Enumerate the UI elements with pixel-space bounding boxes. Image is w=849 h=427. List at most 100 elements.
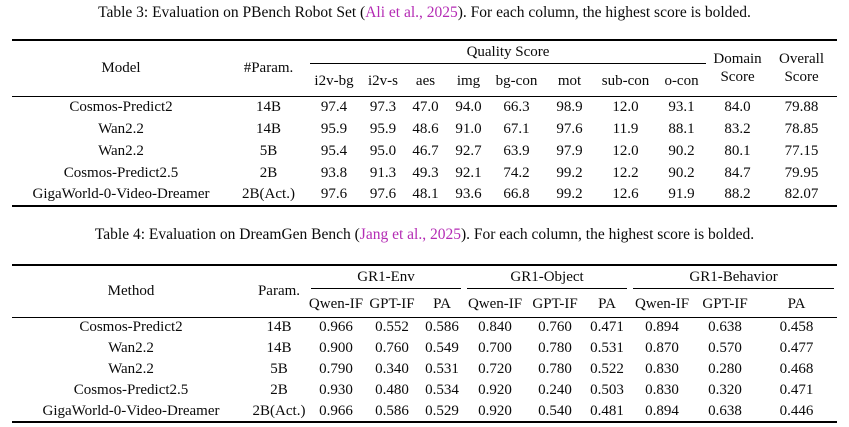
- score-cell: 92.1: [455, 164, 482, 181]
- score-cell: 0.966: [308, 316, 364, 338]
- param-cell: 2B: [270, 382, 288, 398]
- table3-caption: Table 3: Evaluation on PBench Robot Set …: [0, 4, 849, 22]
- score-cell: 12.0: [597, 95, 654, 118]
- param-cell: 5B: [270, 361, 288, 377]
- group-header-quality-score: Quality Score: [307, 40, 709, 68]
- score-cell: 0.894: [645, 402, 679, 419]
- header-line: Score: [784, 69, 819, 86]
- caption-text: Table 3: Evaluation on PBench Robot Set …: [98, 4, 366, 21]
- table-row: GigaWorld-0-Video-Dreamer 2B(Act.) 0.966…: [12, 401, 837, 422]
- score-cell: 0.930: [319, 382, 353, 398]
- score-cell: 99.2: [556, 164, 583, 181]
- col-header-gpt-if: GPT-IF: [369, 295, 415, 312]
- model-cell: Cosmos-Predict2: [12, 95, 230, 118]
- score-cell: 92.7: [455, 142, 482, 159]
- score-cell: 97.9: [556, 142, 583, 159]
- score-cell: 0.920: [478, 382, 512, 398]
- score-cell: 0.522: [590, 361, 624, 377]
- score-cell: 66.8: [503, 186, 530, 202]
- table-row: Cosmos-Predict2.5 2B 93.8 91.3 49.3 92.1…: [12, 162, 837, 184]
- col-header-gpt-if: GPT-IF: [532, 295, 578, 312]
- score-cell: 12.0: [612, 142, 639, 159]
- col-header-mot: mot: [557, 73, 582, 90]
- citation-link-ali-2025[interactable]: Ali et al., 2025: [365, 4, 458, 21]
- header-row: Method Param. GR1-Env GR1-Object GR1-Beh…: [12, 265, 837, 298]
- score-cell: 0.540: [538, 402, 572, 419]
- col-header-param: #Param.: [243, 59, 294, 76]
- score-cell: 79.95: [784, 164, 819, 181]
- table-row: Wan2.2 5B 0.790 0.340 0.531 0.720 0.780 …: [12, 359, 837, 380]
- score-cell: 79.88: [766, 95, 838, 118]
- score-cell: 78.85: [784, 120, 819, 137]
- model-cell: GigaWorld-0-Video-Dreamer: [32, 186, 210, 202]
- param-cell: 14B: [266, 340, 292, 356]
- score-cell: 95.4: [320, 142, 348, 159]
- score-cell: 88.2: [724, 186, 751, 202]
- score-cell: 11.9: [612, 120, 639, 137]
- model-cell: Wan2.2: [108, 361, 154, 377]
- param-cell: 2B(Act.): [242, 186, 295, 202]
- score-cell: 0.700: [478, 340, 512, 356]
- score-cell: 0.534: [425, 382, 459, 398]
- score-cell: 97.4: [307, 95, 361, 118]
- score-cell: 0.552: [364, 316, 420, 338]
- table4-caption: Table 4: Evaluation on DreamGen Bench (J…: [0, 226, 849, 244]
- score-cell: 0.780: [538, 340, 572, 356]
- model-cell: Cosmos-Predict2.5: [73, 382, 189, 398]
- table-row: Cosmos-Predict2.5 2B 0.930 0.480 0.534 0…: [12, 380, 837, 401]
- score-cell: 0.830: [645, 382, 679, 398]
- score-cell: 48.1: [412, 186, 439, 202]
- score-cell: 90.2: [668, 164, 695, 181]
- group-header-label: GR1-Env: [311, 269, 462, 289]
- score-cell: 0.458: [756, 316, 838, 338]
- score-cell: 74.2: [503, 164, 530, 181]
- group-header-label: GR1-Behavior: [633, 269, 835, 289]
- caption-text: ). For each column, the highest score is…: [457, 4, 751, 21]
- col-header-pa: PA: [598, 295, 616, 312]
- score-cell: 77.15: [784, 142, 819, 159]
- col-header-qwen-if: Qwen-IF: [634, 295, 690, 312]
- col-header-model: Model: [101, 59, 141, 76]
- score-cell: 90.2: [668, 142, 695, 159]
- score-cell: 82.07: [784, 186, 819, 202]
- header-row: Model #Param. Quality Score Domain Score …: [12, 40, 837, 86]
- col-header-pa: PA: [433, 295, 451, 312]
- col-header-gpt-if: GPT-IF: [702, 295, 748, 312]
- group-header-gr1-behavior: GR1-Behavior: [630, 265, 837, 292]
- score-cell: 95.9: [320, 120, 348, 137]
- col-header-i2v-s: i2v-s: [368, 73, 398, 90]
- caption-text: Table 4: Evaluation on DreamGen Bench (: [94, 226, 360, 243]
- score-cell: 0.760: [526, 316, 585, 338]
- score-cell: 46.7: [412, 142, 439, 159]
- model-cell: Wan2.2: [108, 340, 154, 356]
- col-header-overall-score: Overall Score: [766, 40, 837, 96]
- param-cell: 14B: [255, 120, 281, 137]
- score-cell: 95.0: [369, 142, 397, 159]
- score-cell: 12.2: [612, 164, 639, 181]
- subheader-row: Qwen-IF GPT-IF PA Qwen-IF GPT-IF PA Qwen…: [12, 292, 837, 317]
- col-header-bg-con: bg-con: [495, 73, 538, 90]
- score-cell: 0.894: [630, 316, 695, 338]
- header-line: Overall: [779, 51, 825, 68]
- score-cell: 91.3: [369, 164, 397, 181]
- score-cell: 0.477: [779, 340, 814, 356]
- score-cell: 0.780: [538, 361, 572, 377]
- subheader-row: i2v-bg i2v-s aes img bg-con mot sub-con …: [12, 68, 837, 96]
- citation-link-jang-2025[interactable]: Jang et al., 2025: [359, 226, 461, 243]
- score-cell: 84.7: [724, 164, 751, 181]
- score-cell: 0.481: [590, 402, 624, 419]
- score-cell: 0.549: [425, 340, 459, 356]
- group-header-label: GR1-Object: [467, 269, 628, 289]
- group-header-gr1-env: GR1-Env: [308, 265, 464, 292]
- score-cell: 91.0: [455, 120, 482, 137]
- score-cell: 0.920: [478, 402, 512, 419]
- score-cell: 93.6: [455, 186, 482, 202]
- model-cell: GigaWorld-0-Video-Dreamer: [42, 402, 220, 419]
- score-cell: 0.446: [779, 402, 814, 419]
- header-line: Domain: [713, 51, 762, 68]
- score-cell: 0.529: [425, 402, 459, 419]
- param-cell: 2B: [259, 164, 278, 181]
- score-cell: 0.586: [375, 402, 409, 419]
- score-cell: 0.471: [779, 382, 814, 398]
